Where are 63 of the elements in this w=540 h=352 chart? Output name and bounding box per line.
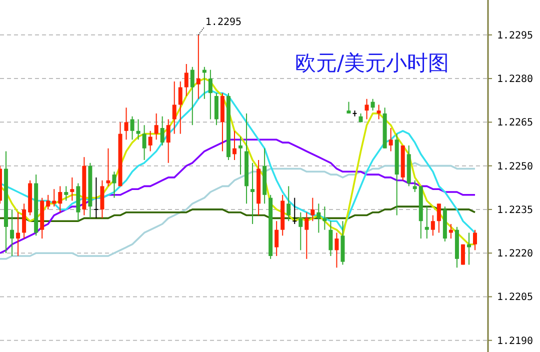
y-tick-label: 1.2235 — [496, 204, 534, 216]
candlestick — [70, 176, 74, 202]
candlestick — [430, 214, 435, 236]
annotation: 1.2295 — [205, 16, 242, 28]
candlestick — [190, 66, 194, 126]
candlestick — [154, 112, 158, 140]
candlestick — [298, 212, 303, 251]
y-tick-label: 1.2280 — [496, 74, 534, 86]
candlestick — [16, 212, 20, 256]
candlestick — [304, 212, 309, 260]
candlestick — [148, 130, 152, 152]
candlestick — [436, 203, 441, 234]
candlestick — [100, 180, 104, 219]
candlestick — [274, 220, 279, 256]
candlestick — [178, 80, 182, 134]
candlestick — [250, 162, 255, 224]
candlestick — [142, 124, 146, 160]
candlestick — [184, 64, 188, 96]
candlestick — [22, 203, 26, 240]
candlestick — [130, 116, 134, 140]
candlestick — [412, 180, 417, 192]
candlestick — [52, 188, 56, 208]
candlestick — [124, 107, 128, 140]
candlestick — [46, 194, 50, 210]
candlestick — [214, 92, 218, 126]
candlestick — [136, 118, 140, 140]
y-tick-label: 1.2205 — [496, 292, 534, 304]
candlestick — [286, 186, 291, 222]
candlestick — [166, 118, 170, 164]
candlestick — [160, 116, 164, 146]
candlestick — [364, 98, 369, 120]
candlestick — [376, 104, 381, 120]
candlestick — [58, 186, 62, 213]
y-tick-label: 1.2220 — [496, 248, 534, 260]
candlestick — [310, 197, 315, 222]
candlestick — [64, 186, 68, 202]
candlestick — [328, 220, 333, 256]
candlestick — [322, 206, 327, 230]
candlestick — [424, 206, 429, 240]
candlestick — [94, 176, 99, 219]
candlestick — [346, 101, 351, 114]
candlestick — [232, 130, 236, 160]
line-series — [0, 138, 476, 254]
candlestick — [238, 136, 243, 176]
candlestick — [466, 232, 471, 266]
y-tick-label: 1.2250 — [496, 161, 534, 172]
candlestick — [106, 148, 110, 187]
candlestick — [370, 98, 375, 112]
candlestick — [473, 229, 477, 251]
candlestick — [112, 171, 116, 198]
line-series — [0, 162, 476, 260]
candlestick — [172, 80, 176, 134]
text: 欧元/美元小时图 — [294, 51, 450, 75]
y-tick-label: 1.2190 — [496, 336, 534, 347]
candlestick — [334, 232, 339, 268]
y-tick-label: 1.2265 — [496, 118, 534, 129]
candlestick — [316, 203, 321, 234]
candlestick — [196, 34, 200, 100]
y-tick-label: 1.2295 — [496, 30, 534, 42]
candlestick — [208, 69, 212, 120]
candlestick — [292, 197, 298, 224]
candlestick — [10, 208, 14, 256]
candlestick — [388, 128, 393, 152]
